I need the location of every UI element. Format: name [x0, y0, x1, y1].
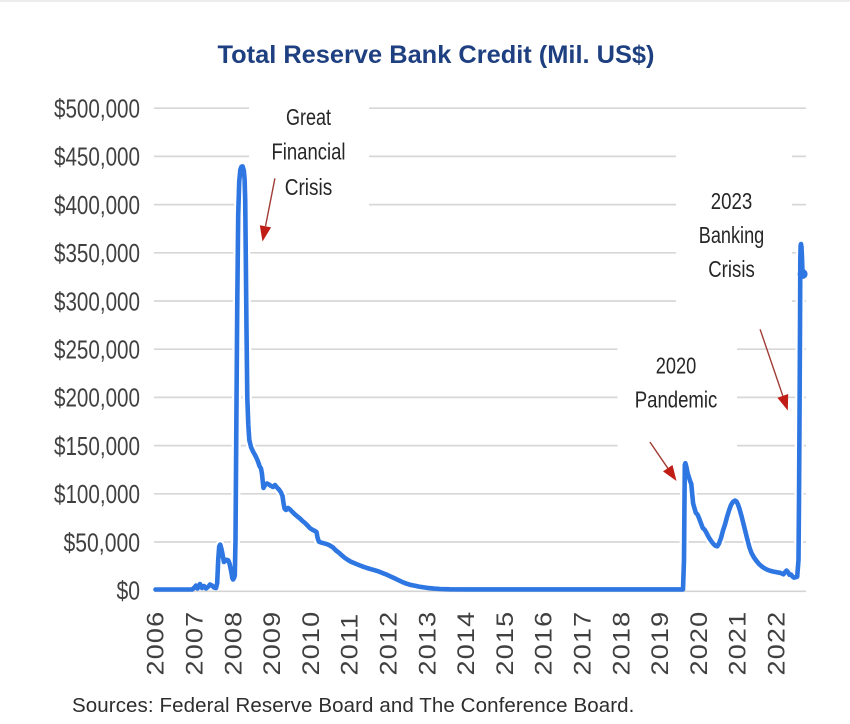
svg-text:2015: 2015 [492, 611, 518, 676]
svg-text:$450,000: $450,000 [54, 142, 140, 172]
svg-text:$200,000: $200,000 [54, 383, 140, 413]
svg-text:2007: 2007 [182, 611, 208, 676]
svg-text:Financial: Financial [272, 139, 346, 165]
svg-text:2017: 2017 [570, 611, 596, 676]
svg-text:$400,000: $400,000 [54, 190, 140, 220]
svg-text:2014: 2014 [454, 611, 480, 676]
svg-text:2018: 2018 [609, 611, 635, 676]
svg-text:$250,000: $250,000 [54, 335, 140, 365]
svg-text:2016: 2016 [531, 611, 557, 676]
svg-text:2012: 2012 [376, 611, 402, 676]
svg-text:Pandemic: Pandemic [635, 387, 718, 413]
svg-text:$500,000: $500,000 [54, 94, 140, 124]
svg-text:2006: 2006 [143, 611, 169, 676]
svg-text:$50,000: $50,000 [64, 527, 141, 557]
svg-text:2019: 2019 [648, 611, 674, 676]
svg-text:Great: Great [286, 104, 332, 130]
svg-text:2008: 2008 [221, 611, 247, 676]
svg-text:2020: 2020 [656, 353, 697, 379]
svg-text:2020: 2020 [686, 611, 712, 676]
svg-text:2023: 2023 [711, 188, 753, 214]
svg-text:Banking: Banking [699, 222, 765, 248]
svg-text:$300,000: $300,000 [54, 286, 140, 316]
svg-text:$150,000: $150,000 [54, 431, 140, 461]
svg-text:Total Reserve Bank Credit (Mil: Total Reserve Bank Credit (Mil. US$) [218, 41, 655, 69]
svg-text:2010: 2010 [298, 611, 324, 676]
svg-text:Crisis: Crisis [708, 256, 755, 282]
svg-text:$0: $0 [117, 576, 141, 606]
svg-text:2011: 2011 [337, 613, 363, 676]
svg-text:2009: 2009 [260, 611, 286, 676]
svg-text:Sources: Federal Reserve Board: Sources: Federal Reserve Board and The C… [72, 694, 634, 717]
svg-text:2013: 2013 [415, 611, 441, 676]
svg-text:$100,000: $100,000 [54, 479, 140, 509]
svg-text:2021: 2021 [725, 611, 751, 676]
svg-text:2022: 2022 [764, 611, 790, 676]
svg-text:Crisis: Crisis [285, 174, 333, 200]
svg-text:$350,000: $350,000 [54, 238, 140, 268]
